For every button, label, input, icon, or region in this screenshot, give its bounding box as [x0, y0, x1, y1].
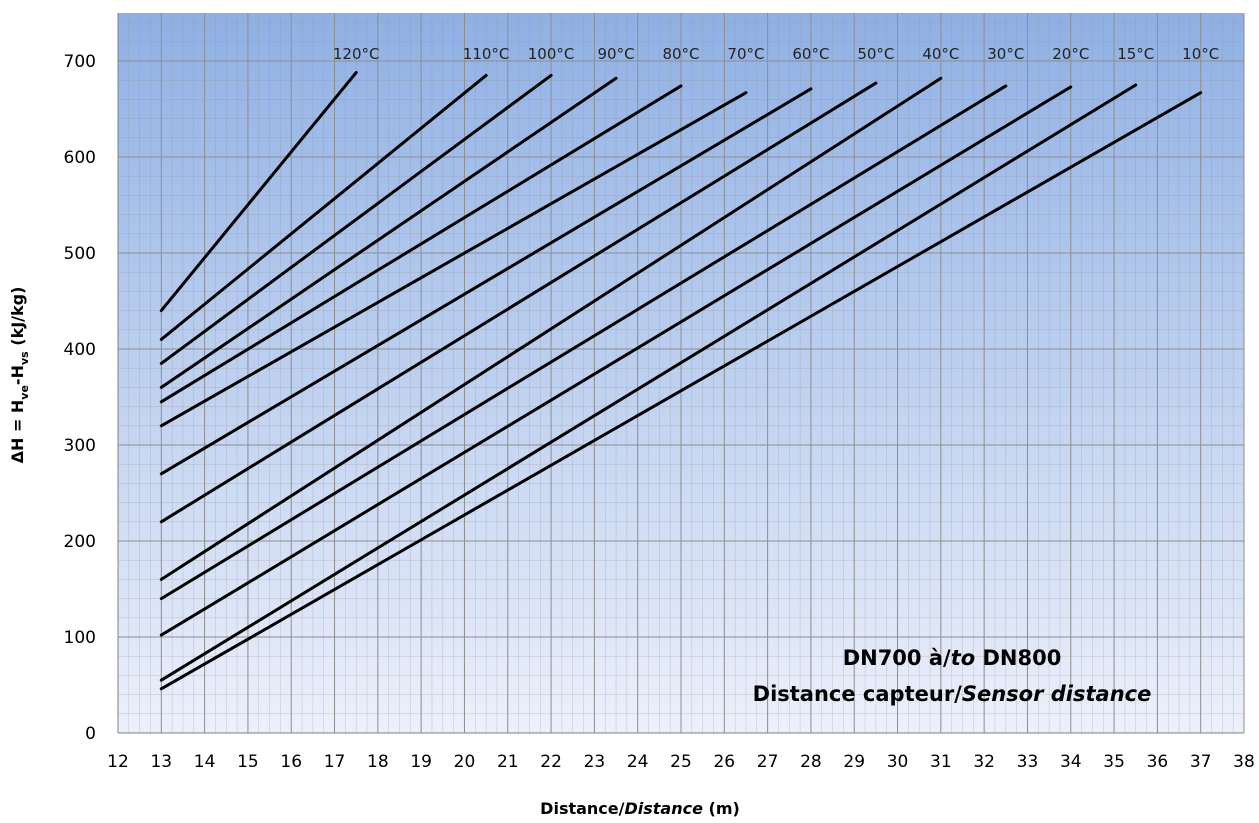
- x-tick-label: 37: [1190, 752, 1212, 772]
- series-line: [159, 83, 1138, 682]
- series-label: 50°C: [857, 45, 894, 63]
- x-tick-label: 15: [237, 752, 259, 772]
- y-tick-label: 100: [64, 628, 96, 648]
- x-tick-label: 29: [843, 752, 865, 772]
- x-tick-label: 34: [1060, 752, 1082, 772]
- x-tick-label: 13: [150, 752, 172, 772]
- x-tick-label: 35: [1103, 752, 1125, 772]
- y-tick-label: 600: [64, 148, 96, 168]
- series-label: 60°C: [792, 45, 829, 63]
- series-line: [159, 84, 683, 404]
- y-tick-label: 200: [64, 532, 96, 552]
- series-line: [159, 84, 1008, 601]
- x-tick-label: 28: [800, 752, 822, 772]
- x-tick-label: 38: [1233, 752, 1255, 772]
- series-line: [159, 76, 943, 581]
- chart-annotation-line-2: Distance capteur/Sensor distance: [753, 682, 1152, 706]
- x-tick-label: 25: [670, 752, 692, 772]
- series-line: [159, 73, 488, 341]
- x-tick-label: 14: [194, 752, 216, 772]
- series-label: 110°C: [463, 45, 510, 63]
- series-label: 120°C: [333, 45, 380, 63]
- series-line: [159, 71, 358, 313]
- x-axis-title: Distance/Distance (m): [540, 799, 740, 818]
- series-label: 80°C: [662, 45, 699, 63]
- series-label: 40°C: [922, 45, 959, 63]
- x-tick-label: 18: [367, 752, 389, 772]
- x-tick-label: 27: [757, 752, 779, 772]
- x-axis-ticks: 12 13 14 15 16 17 18 19 20 21 22 23 24 25 26 27 28 29 30 31…: [107, 752, 1255, 772]
- series-line: [159, 91, 748, 428]
- x-tick-label: 21: [497, 752, 519, 772]
- x-tick-label: 32: [973, 752, 995, 772]
- y-axis-title: ΔH = Hve-Hvs (kJ/kg): [8, 287, 31, 464]
- x-tick-label: 12: [107, 752, 129, 772]
- series-label: 30°C: [987, 45, 1024, 63]
- series-label: 20°C: [1052, 45, 1089, 63]
- x-tick-label: 17: [324, 752, 346, 772]
- x-tick-label: 26: [713, 752, 735, 772]
- series-label: 70°C: [727, 45, 764, 63]
- series-labels: 120°C 110°C 100°C 90°C 80°C 70°C 60°C 50°C 40°C 3…: [333, 45, 1219, 63]
- series-line: [159, 91, 1203, 691]
- x-tick-label: 19: [410, 752, 432, 772]
- x-tick-label: 31: [930, 752, 952, 772]
- y-tick-label: 300: [64, 436, 96, 456]
- x-tick-label: 23: [584, 752, 606, 772]
- series-label: 90°C: [598, 45, 635, 63]
- series-layer: [159, 71, 1203, 691]
- series-line: [159, 76, 618, 389]
- series-label: 10°C: [1182, 45, 1219, 63]
- x-tick-label: 33: [1017, 752, 1039, 772]
- x-tick-label: 22: [540, 752, 562, 772]
- series-line: [159, 81, 878, 524]
- x-tick-label: 24: [627, 752, 649, 772]
- x-tick-label: 16: [280, 752, 302, 772]
- y-tick-label: 700: [64, 52, 96, 72]
- y-tick-label: 0: [85, 724, 96, 744]
- x-tick-label: 20: [454, 752, 476, 772]
- y-tick-label: 500: [64, 244, 96, 264]
- y-axis-ticks: 0 100 200 300 400 500 600 700: [64, 52, 96, 744]
- series-line: [159, 73, 553, 365]
- chart-annotation-line-1: DN700 à/to DN800: [843, 646, 1062, 670]
- x-tick-label: 30: [887, 752, 909, 772]
- series-label: 100°C: [528, 45, 575, 63]
- series-line: [159, 87, 813, 476]
- y-tick-label: 400: [64, 340, 96, 360]
- series-label: 15°C: [1117, 45, 1154, 63]
- series-line: [159, 85, 1073, 637]
- x-tick-label: 36: [1147, 752, 1169, 772]
